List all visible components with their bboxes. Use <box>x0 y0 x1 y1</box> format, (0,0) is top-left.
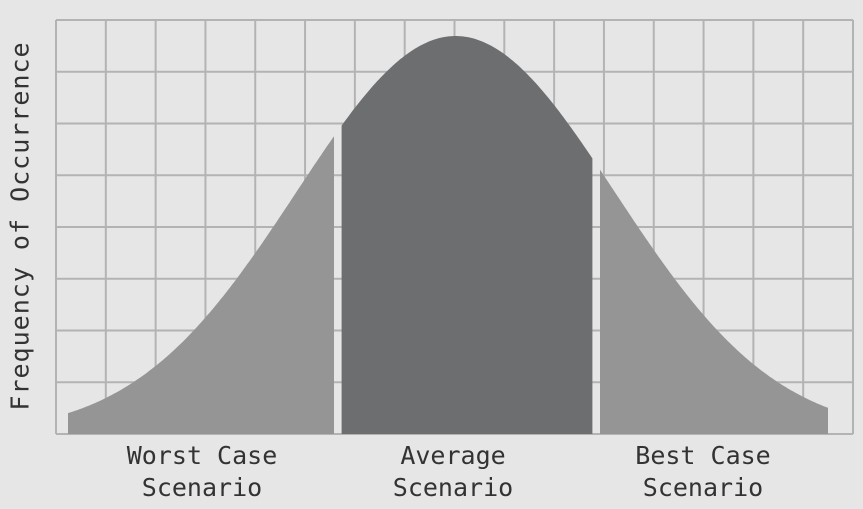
y-axis-label: Frequency of Occurrence <box>5 41 35 411</box>
area-worst-case <box>68 136 334 435</box>
area-best-case <box>600 169 828 434</box>
area-average <box>341 36 593 434</box>
category-label-worst-case: Worst Case Scenario <box>126 441 278 502</box>
distribution-areas <box>68 36 828 435</box>
category-label-average: Average Scenario <box>392 441 514 502</box>
category-label-best-case: Best Case Scenario <box>635 441 771 502</box>
